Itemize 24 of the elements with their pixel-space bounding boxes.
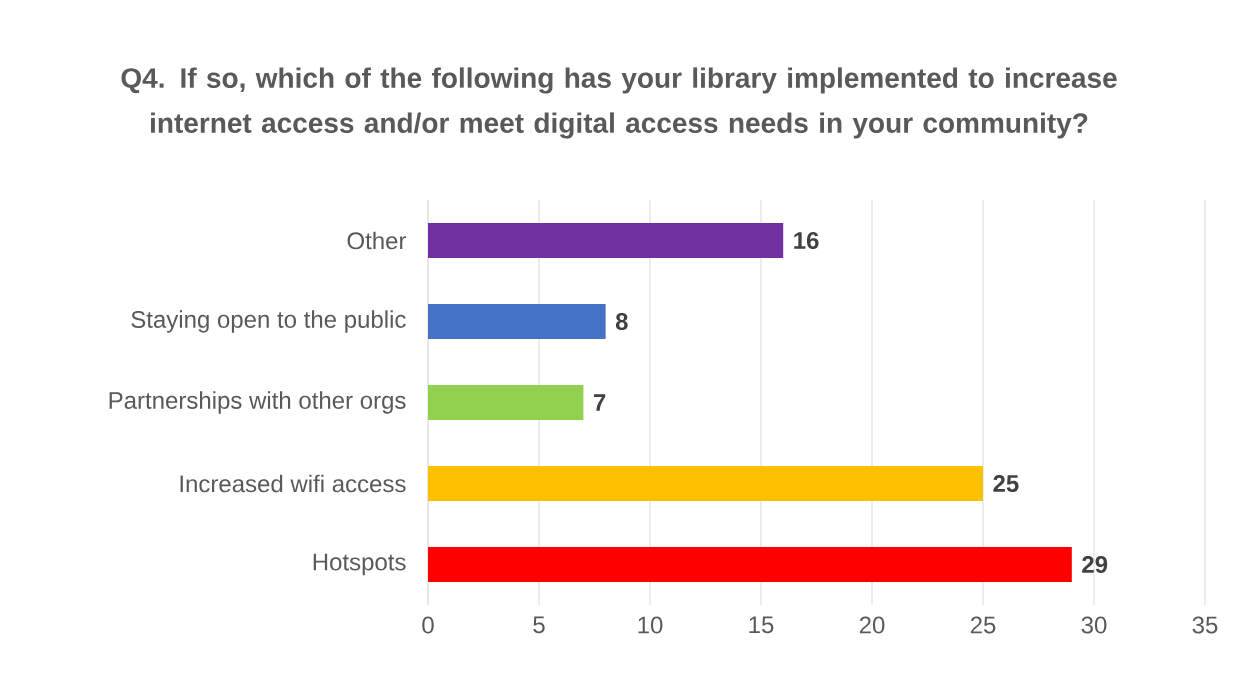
y-tick-label: Other bbox=[347, 231, 407, 250]
data-label: 8 bbox=[615, 313, 628, 330]
y-tick-label: Partnerships with other orgs bbox=[109, 391, 406, 414]
x-tick-label: 5 bbox=[533, 616, 545, 634]
x-tick-label: 15 bbox=[749, 616, 774, 634]
bar bbox=[428, 385, 584, 420]
y-tick-label: Hotspots bbox=[313, 553, 406, 576]
x-tick-label: 0 bbox=[422, 616, 434, 634]
y-tick-label: Increased wifi access bbox=[180, 474, 406, 493]
data-label: 25 bbox=[993, 475, 1019, 492]
data-label: 29 bbox=[1082, 556, 1108, 573]
x-tick-label: 20 bbox=[859, 616, 885, 634]
data-label: 16 bbox=[794, 232, 819, 249]
x-tick-label: 25 bbox=[970, 616, 996, 634]
x-tick-label: 10 bbox=[638, 616, 663, 634]
bar bbox=[428, 223, 784, 258]
bar bbox=[428, 304, 606, 339]
bar bbox=[428, 466, 984, 501]
data-label: 7 bbox=[593, 394, 606, 411]
bar bbox=[428, 547, 1072, 582]
x-tick-label: 30 bbox=[1081, 616, 1107, 634]
y-tick-label: Staying open to the public bbox=[131, 310, 406, 333]
chart-title: Q4. If so, which of the following has your library implemented to increase internet access and/or meet digital access needs in your community? bbox=[121, 67, 1117, 139]
x-tick-label: 35 bbox=[1192, 616, 1218, 634]
